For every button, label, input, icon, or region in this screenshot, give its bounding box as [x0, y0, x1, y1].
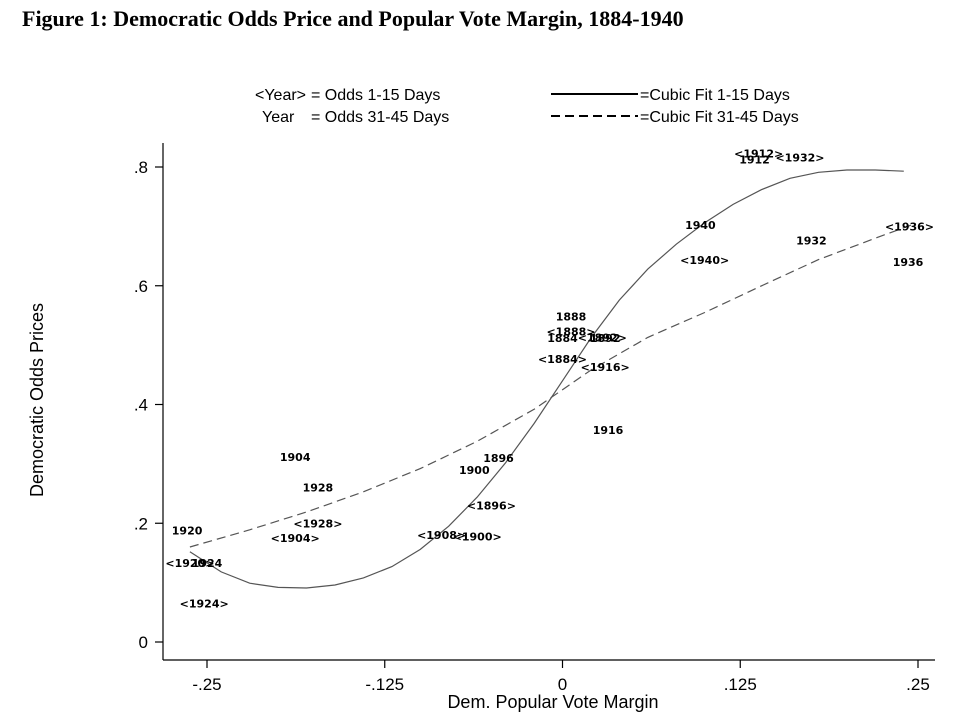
point-odds-1-15: <1916> — [581, 361, 630, 374]
legend-marker-1-15: <Year> — [255, 87, 306, 104]
point-odds-1-15: <1900> — [453, 530, 502, 543]
point-odds-1-15: <1904> — [271, 532, 320, 545]
point-odds-31-45: 1924 — [192, 557, 223, 570]
point-odds-31-45: 1888 — [556, 311, 587, 324]
point-odds-1-15: <1940> — [680, 254, 729, 267]
point-odds-1-15: <1888> — [546, 326, 595, 339]
point-odds-1-15: <1896> — [467, 499, 516, 512]
point-odds-31-45: 1916 — [593, 424, 624, 437]
point-odds-31-45: 1884 — [547, 332, 578, 345]
x-axis-label: Dem. Popular Vote Margin — [447, 692, 658, 712]
point-odds-31-45: 1912 — [739, 153, 770, 166]
legend-label-1-15: = Odds 1-15 Days — [311, 87, 440, 104]
y-tick-label: .2 — [134, 514, 148, 533]
x-tick-label: 0 — [558, 675, 567, 694]
cubic-fit-1-15-line — [189, 169, 904, 589]
point-odds-1-15: <1920> — [165, 557, 214, 570]
point-odds-31-45: 1900 — [459, 464, 490, 477]
point-odds-31-45: 1892 — [590, 332, 621, 345]
x-tick-label: .25 — [906, 675, 930, 694]
point-odds-1-15: <1924> — [180, 597, 229, 610]
point-odds-31-45: 1936 — [893, 256, 924, 269]
figure-title: Figure 1: Democratic Odds Price and Popu… — [22, 6, 684, 31]
legend-marker-31-45: Year — [262, 109, 295, 126]
data-points: <1912><1932> <1936> <1940> <1888><1892> <188… — [165, 147, 934, 610]
axis-ticks: -.25 -.125 0 .125 .25 0 .2 .4 .6 .8 — [134, 158, 930, 694]
point-odds-31-45: 1940 — [685, 219, 716, 232]
point-odds-1-15: <1936> — [885, 220, 934, 233]
legend-label-cubic-31-45: =Cubic Fit 31-45 Days — [640, 109, 799, 126]
point-odds-1-15: <1928> — [293, 517, 342, 530]
y-tick-label: 0 — [139, 633, 148, 652]
point-odds-1-15: <1884> — [538, 353, 587, 366]
point-odds-31-45: 1896 — [483, 452, 514, 465]
y-tick-label: .6 — [134, 277, 148, 296]
y-tick-label: .8 — [134, 158, 148, 177]
cubic-fit-31-45-line — [189, 224, 912, 548]
point-odds-31-45: 1920 — [172, 524, 203, 537]
y-tick-label: .4 — [134, 396, 148, 415]
legend-label-cubic-1-15: =Cubic Fit 1-15 Days — [640, 87, 790, 104]
point-odds-1-15: <1912> — [734, 147, 783, 160]
legend-label-31-45: = Odds 31-45 Days — [311, 109, 449, 126]
point-odds-31-45: 1932 — [796, 235, 827, 248]
legend: <Year> = Odds 1-15 Days Year = Odds 31-4… — [255, 87, 799, 126]
x-tick-label: -.25 — [192, 675, 221, 694]
x-tick-label: -.125 — [365, 675, 404, 694]
x-tick-label: .125 — [724, 675, 757, 694]
fit-lines — [189, 169, 912, 589]
point-odds-1-15: <1908> — [417, 529, 466, 542]
point-odds-1-15: <1932> — [775, 152, 824, 165]
y-axis-label: Democratic Odds Prices — [27, 303, 47, 497]
point-odds-31-45: 1928 — [303, 482, 334, 495]
point-odds-31-45: 1904 — [280, 451, 311, 464]
point-odds-1-15: <1892> — [578, 331, 627, 344]
